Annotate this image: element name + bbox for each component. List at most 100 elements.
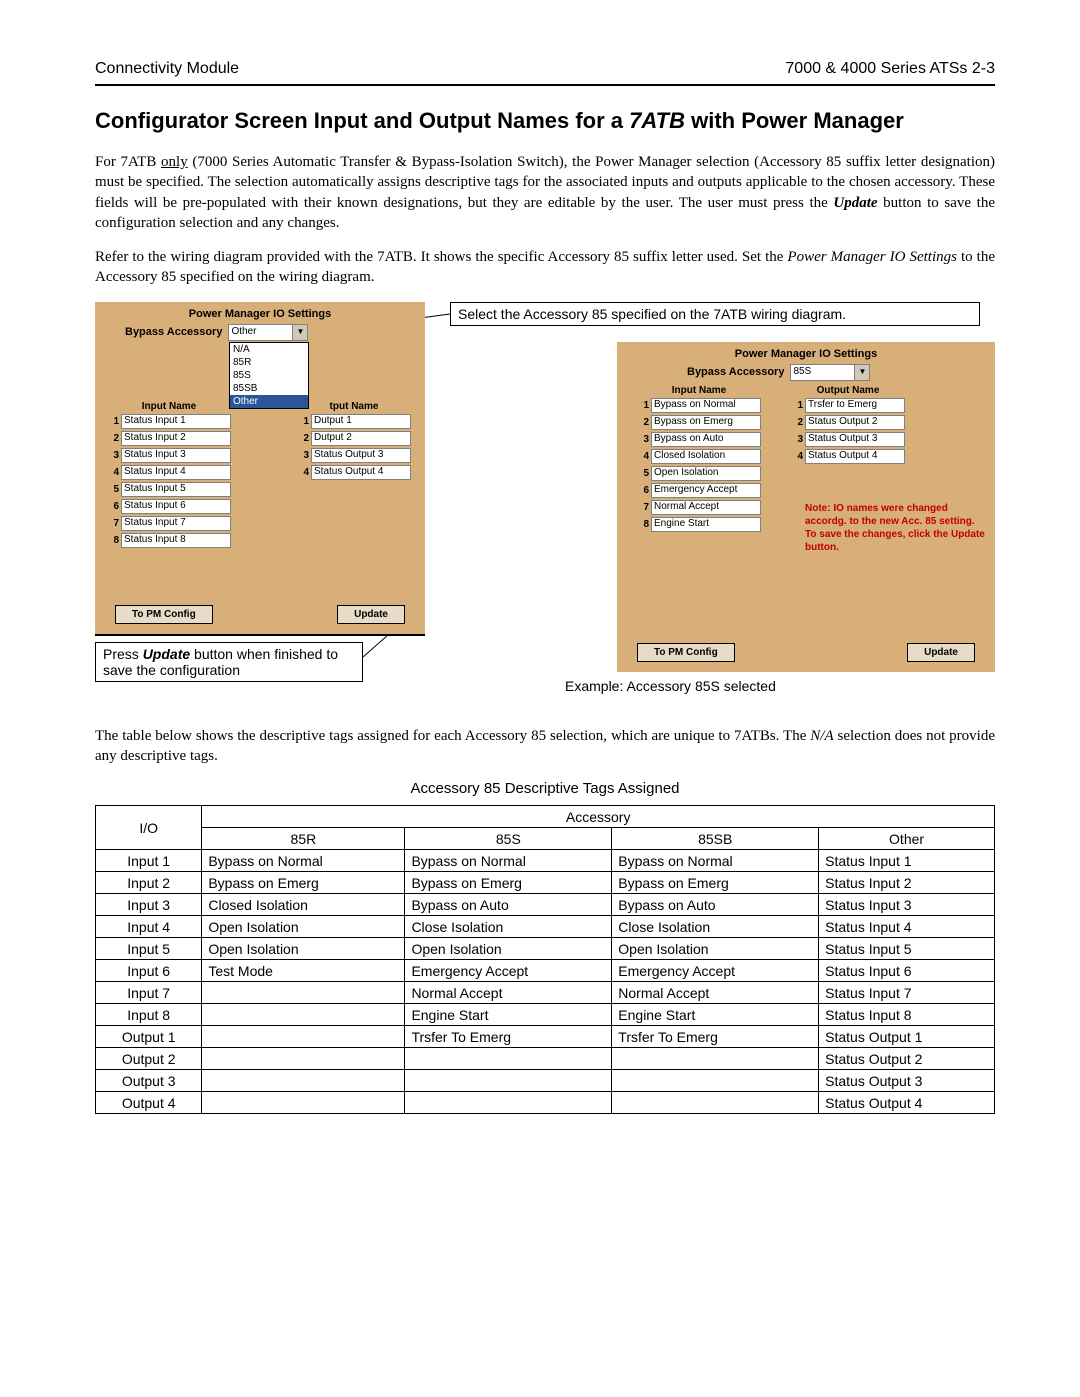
to-pm-config-button[interactable]: To PM Config xyxy=(637,643,735,662)
io-number: 3 xyxy=(297,450,309,461)
td-cell: Status Input 6 xyxy=(819,960,995,982)
input-field[interactable]: Status Input 8 xyxy=(121,533,231,548)
update-button[interactable]: Update xyxy=(907,643,975,662)
output-header-right: Output Name xyxy=(791,385,905,396)
update-button[interactable]: Update xyxy=(337,605,405,624)
input-field[interactable]: Status Input 5 xyxy=(121,482,231,497)
bypass-dropdown-left[interactable]: Other ▼ xyxy=(228,324,308,341)
td-cell: Normal Accept xyxy=(405,982,612,1004)
td-cell: Bypass on Emerg xyxy=(405,872,612,894)
td-io: Input 1 xyxy=(96,850,202,872)
header-rule xyxy=(95,84,995,86)
dropdown-options-left[interactable]: N/A 85R 85S 85SB Other xyxy=(229,342,309,409)
panel-left-title: Power Manager IO Settings xyxy=(95,302,425,324)
input-field[interactable]: Engine Start xyxy=(651,517,761,532)
callout-top: Select the Accessory 85 specified on the… xyxy=(450,302,980,326)
td-cell: Test Mode xyxy=(202,960,405,982)
output-field[interactable]: Status Output 2 xyxy=(805,415,905,430)
panel-left: Power Manager IO Settings Bypass Accesso… xyxy=(95,302,425,636)
td-io: Output 4 xyxy=(96,1092,202,1114)
td-cell: Bypass on Auto xyxy=(405,894,612,916)
td-cell xyxy=(405,1070,612,1092)
output-field[interactable]: Trsfer to Emerg xyxy=(805,398,905,413)
td-cell xyxy=(612,1070,819,1092)
page-title: Configurator Screen Input and Output Nam… xyxy=(95,108,995,134)
dropdown-option[interactable]: N/A xyxy=(230,343,308,356)
input-header-left: Input Name xyxy=(107,401,231,412)
td-io: Output 1 xyxy=(96,1026,202,1048)
td-cell xyxy=(202,1070,405,1092)
io-number: 2 xyxy=(107,433,119,444)
input-header-right: Input Name xyxy=(637,385,761,396)
io-number: 8 xyxy=(107,535,119,546)
td-cell xyxy=(202,1092,405,1114)
td-cell: Close Isolation xyxy=(405,916,612,938)
th-io: I/O xyxy=(96,806,202,850)
io-number: 3 xyxy=(107,450,119,461)
td-cell: Open Isolation xyxy=(202,916,405,938)
td-cell xyxy=(612,1048,819,1070)
dropdown-option[interactable]: 85R xyxy=(230,356,308,369)
table-title: Accessory 85 Descriptive Tags Assigned xyxy=(95,780,995,797)
panel-right-title: Power Manager IO Settings xyxy=(617,342,995,364)
io-number: 2 xyxy=(637,417,649,428)
example-label: Example: Accessory 85S selected xyxy=(565,678,776,694)
io-number: 2 xyxy=(297,433,309,444)
input-field[interactable]: Open Isolation xyxy=(651,466,761,481)
td-cell xyxy=(405,1092,612,1114)
td-cell: Bypass on Normal xyxy=(202,850,405,872)
output-field[interactable]: Dutput 2 xyxy=(311,431,411,446)
td-cell: Emergency Accept xyxy=(612,960,819,982)
output-field[interactable]: Status Output 3 xyxy=(311,448,411,463)
io-number: 3 xyxy=(791,434,803,445)
input-field[interactable]: Bypass on Normal xyxy=(651,398,761,413)
td-cell: Status Output 2 xyxy=(819,1048,995,1070)
td-cell xyxy=(202,1048,405,1070)
bypass-dropdown-right[interactable]: 85S ▼ xyxy=(790,364,870,381)
io-number: 8 xyxy=(637,519,649,530)
output-header-left: tput Name xyxy=(297,401,411,412)
td-cell: Closed Isolation xyxy=(202,894,405,916)
output-field[interactable]: Status Output 4 xyxy=(311,465,411,480)
td-cell: Status Input 3 xyxy=(819,894,995,916)
td-cell: Status Input 5 xyxy=(819,938,995,960)
header-right: 7000 & 4000 Series ATSs 2-3 xyxy=(785,60,995,78)
dropdown-option[interactable]: Other xyxy=(230,395,308,408)
chevron-down-icon: ▼ xyxy=(292,325,307,340)
td-cell: Open Isolation xyxy=(202,938,405,960)
td-cell xyxy=(202,982,405,1004)
td-cell: Trsfer To Emerg xyxy=(612,1026,819,1048)
input-field[interactable]: Emergency Accept xyxy=(651,483,761,498)
output-field[interactable]: Dutput 1 xyxy=(311,414,411,429)
input-field[interactable]: Bypass on Emerg xyxy=(651,415,761,430)
io-number: 3 xyxy=(637,434,649,445)
td-cell: Status Input 1 xyxy=(819,850,995,872)
td-io: Input 8 xyxy=(96,1004,202,1026)
io-number: 7 xyxy=(107,518,119,529)
input-field[interactable]: Status Input 1 xyxy=(121,414,231,429)
dropdown-option[interactable]: 85SB xyxy=(230,382,308,395)
io-number: 1 xyxy=(107,416,119,427)
input-field[interactable]: Status Input 2 xyxy=(121,431,231,446)
td-cell: Close Isolation xyxy=(612,916,819,938)
tags-table: I/O Accessory 85R85S85SBOther Input 1Byp… xyxy=(95,805,995,1114)
input-field[interactable]: Status Input 6 xyxy=(121,499,231,514)
to-pm-config-button[interactable]: To PM Config xyxy=(115,605,213,624)
input-field[interactable]: Closed Isolation xyxy=(651,449,761,464)
td-cell: Emergency Accept xyxy=(405,960,612,982)
th-col: 85S xyxy=(405,828,612,850)
title-post: with Power Manager xyxy=(685,108,904,133)
input-field[interactable]: Status Input 3 xyxy=(121,448,231,463)
td-io: Output 2 xyxy=(96,1048,202,1070)
td-cell: Status Input 8 xyxy=(819,1004,995,1026)
output-field[interactable]: Status Output 3 xyxy=(805,432,905,447)
td-cell: Bypass on Normal xyxy=(405,850,612,872)
input-field[interactable]: Normal Accept xyxy=(651,500,761,515)
input-field[interactable]: Bypass on Auto xyxy=(651,432,761,447)
dropdown-option[interactable]: 85S xyxy=(230,369,308,382)
output-field[interactable]: Status Output 4 xyxy=(805,449,905,464)
input-field[interactable]: Status Input 7 xyxy=(121,516,231,531)
input-field[interactable]: Status Input 4 xyxy=(121,465,231,480)
td-cell: Bypass on Normal xyxy=(612,850,819,872)
io-number: 1 xyxy=(791,400,803,411)
